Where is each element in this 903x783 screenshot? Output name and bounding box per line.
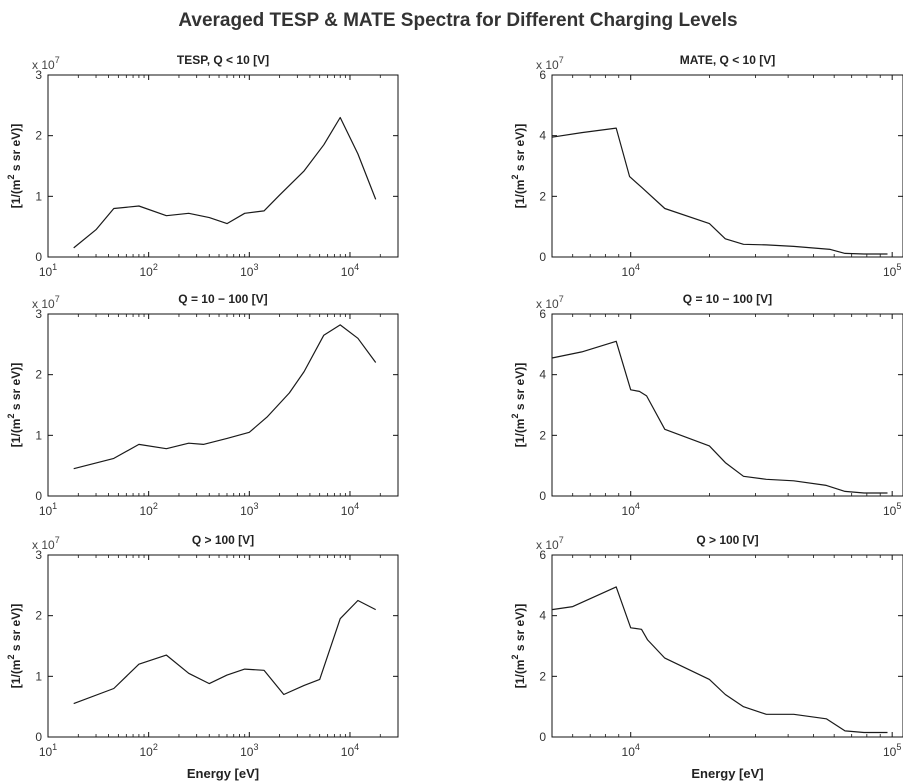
y-tick-label: 0 [35, 489, 42, 503]
chart-panel-5: 0 1 2 3 101 102 103 104 x 107 Q > 100 [V] [1/(m2 s… [6, 533, 399, 781]
chart-panel-6: 0 2 4 6 104 105 x 107 Q > 100 [V] [1/(m2 s sr eV… [510, 533, 903, 781]
series-line-1 [73, 599, 376, 705]
y-tick-label: 2 [35, 368, 42, 382]
chart-panel-4: 0 2 4 6 104 105 x 107 Q = 10 − 100 [V] [1/(m2 s … [510, 292, 903, 518]
y-tick-label: 0 [35, 730, 42, 744]
chart-panel-3: 0 1 2 3 101 102 103 104 x 107 Q = 10 − 100 [V] [1/… [6, 292, 399, 518]
y-tick-label: 3 [35, 548, 42, 562]
x-tick-label: 103 [240, 742, 258, 759]
chart-panel-2: 0 2 4 6 104 105 x 107 MATE, Q < 10 [V] [1/(m2 s … [510, 53, 903, 279]
y-tick-label: 2 [539, 669, 546, 683]
y-axis-label: [1/(m2 s sr eV)] [6, 604, 23, 688]
y-scale-label: x 107 [536, 294, 564, 311]
y-axis-label: [1/(m2 s sr eV)] [510, 604, 527, 688]
x-tick-label: 105 [883, 262, 901, 279]
y-scale-label: x 107 [32, 55, 60, 72]
panel-title: TESP, Q < 10 [V] [177, 53, 269, 67]
x-tick-label: 104 [622, 262, 640, 279]
y-tick-label: 2 [539, 189, 546, 203]
plot-area [47, 554, 399, 738]
y-axis-label: [1/(m2 s sr eV)] [6, 363, 23, 447]
y-tick-label: 6 [539, 548, 546, 562]
x-tick-label: 104 [622, 742, 640, 759]
y-tick-label: 0 [539, 250, 546, 264]
y-tick-label: 1 [35, 428, 42, 442]
panel-title: Q > 100 [V] [192, 533, 254, 547]
plot-area [47, 313, 399, 497]
chart-panel-1: 0 1 2 3 101 102 103 104 x 107 TESP, Q < 10 [V] [1/… [6, 53, 399, 279]
x-tick-label: 105 [883, 501, 901, 518]
panel-title: Q > 100 [V] [696, 533, 758, 547]
y-tick-label: 0 [539, 489, 546, 503]
series-line-1 [73, 324, 377, 470]
y-axis-label: [1/(m2 s sr eV)] [510, 124, 527, 208]
y-tick-label: 1 [35, 669, 42, 683]
x-tick-label: 101 [39, 742, 57, 759]
x-tick-label: 103 [240, 501, 258, 518]
series-line-1 [551, 127, 888, 255]
y-scale-label: x 107 [536, 55, 564, 72]
y-axis-label: [1/(m2 s sr eV)] [6, 124, 23, 208]
x-tick-label: 102 [139, 742, 157, 759]
y-axis-label: [1/(m2 s sr eV)] [510, 363, 527, 447]
plot-area [551, 313, 903, 497]
series-line-1 [73, 116, 377, 249]
plot-area [551, 554, 903, 738]
x-axis-label: Energy [eV] [187, 766, 259, 781]
y-tick-label: 3 [35, 68, 42, 82]
panel-title: MATE, Q < 10 [V] [680, 53, 775, 67]
x-tick-label: 102 [139, 501, 157, 518]
x-tick-label: 104 [622, 501, 640, 518]
y-scale-label: x 107 [32, 294, 60, 311]
x-tick-label: 105 [883, 742, 901, 759]
y-tick-label: 3 [35, 307, 42, 321]
x-tick-label: 104 [341, 501, 359, 518]
x-tick-label: 104 [341, 262, 359, 279]
y-tick-label: 1 [35, 189, 42, 203]
x-tick-label: 101 [39, 501, 57, 518]
plot-area [47, 74, 399, 258]
series-line-1 [551, 586, 888, 734]
y-tick-label: 4 [539, 609, 546, 623]
plot-area [551, 74, 903, 258]
x-axis-label: Energy [eV] [691, 766, 763, 781]
y-tick-label: 2 [35, 609, 42, 623]
figure-title: Averaged TESP & MATE Spectra for Differe… [178, 10, 737, 31]
x-tick-label: 101 [39, 262, 57, 279]
x-tick-label: 104 [341, 742, 359, 759]
panel-title: Q = 10 − 100 [V] [178, 292, 267, 306]
y-scale-label: x 107 [32, 535, 60, 552]
y-tick-label: 6 [539, 307, 546, 321]
x-tick-label: 103 [240, 262, 258, 279]
y-tick-label: 4 [539, 129, 546, 143]
x-tick-label: 102 [139, 262, 157, 279]
y-tick-label: 2 [35, 129, 42, 143]
y-scale-label: x 107 [536, 535, 564, 552]
series-line-1 [551, 340, 888, 494]
y-tick-label: 6 [539, 68, 546, 82]
panel-title: Q = 10 − 100 [V] [683, 292, 772, 306]
y-tick-label: 4 [539, 368, 546, 382]
y-tick-label: 2 [539, 428, 546, 442]
y-tick-label: 0 [35, 250, 42, 264]
y-tick-label: 0 [539, 730, 546, 744]
